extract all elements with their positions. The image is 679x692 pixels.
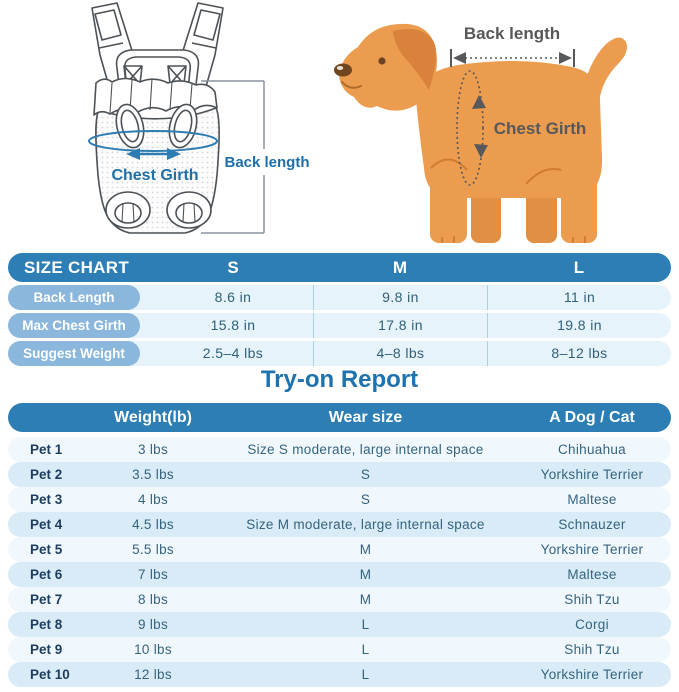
weight-cell: 8 lbs <box>137 592 169 607</box>
weight-cell: 5.5 lbs <box>132 542 174 557</box>
wear-size-cell: L <box>361 642 370 657</box>
arrow-right-icon <box>559 52 572 64</box>
dog-measurements: Back length Chest Girth <box>450 24 587 186</box>
carrier-chest-girth-label: Chest Girth <box>111 167 198 184</box>
pet-label: Pet 10 <box>30 667 70 682</box>
size-chart-row-suggest-weight: Suggest Weight 2.5–4 lbs 4–8 lbs 8–12 lb… <box>8 341 671 366</box>
size-chart-cell: 19.8 in <box>487 313 671 338</box>
size-chart-column-s: S <box>227 257 239 277</box>
table-row-pet-7: Pet 7 8 lbs M Shih Tzu <box>8 587 671 612</box>
size-chart-cell: 11 in <box>487 285 671 310</box>
carrier-back-length-bracket: Back length <box>201 80 310 234</box>
row-label-pill: Suggest Weight <box>8 341 140 366</box>
pet-label: Pet 5 <box>30 542 63 557</box>
wear-size-cell: M <box>359 592 372 607</box>
size-chart-cell: 8.6 in <box>214 289 252 305</box>
weight-cell: 9 lbs <box>137 617 169 632</box>
size-chart-cell: 4–8 lbs <box>313 341 487 366</box>
table-row-pet-5: Pet 5 5.5 lbs M Yorkshire Terrier <box>8 537 671 562</box>
table-row-pet-10: Pet 10 12 lbs L Yorkshire Terrier <box>8 662 671 687</box>
arrow-left-icon <box>126 148 140 160</box>
arrow-down-icon <box>474 144 488 158</box>
dog-back-length-label: Back length <box>464 24 560 43</box>
animal-cell: Maltese <box>567 492 617 507</box>
table-row-pet-6: Pet 6 7 lbs M Maltese <box>8 562 671 587</box>
wear-size-cell: L <box>361 667 370 682</box>
wear-size-cell: L <box>361 617 370 632</box>
wear-size-cell: M <box>359 567 372 582</box>
table-row-pet-3: Pet 3 4 lbs S Maltese <box>8 487 671 512</box>
size-chart-cell: 15.8 in <box>210 317 256 333</box>
size-chart-cell: 9.8 in <box>313 285 487 310</box>
carrier-illustration: Chest Girth Back length <box>88 2 310 234</box>
dog-body <box>339 23 627 243</box>
animal-cell: Chihuahua <box>557 442 626 457</box>
size-chart-column-l: L <box>573 257 585 277</box>
size-chart-cell: 17.8 in <box>313 313 487 338</box>
weight-cell: 4 lbs <box>137 492 169 507</box>
wear-size-cell: S <box>360 492 371 507</box>
table-row-pet-8: Pet 8 9 lbs L Corgi <box>8 612 671 637</box>
dog-eye <box>378 57 386 65</box>
weight-cell: 10 lbs <box>134 642 172 657</box>
animal-cell: Schnauzer <box>558 517 626 532</box>
animal-cell: Yorkshire Terrier <box>540 542 644 557</box>
pet-label: Pet 4 <box>30 517 63 532</box>
size-chart-row-back-length: Back Length 8.6 in 9.8 in 11 in <box>8 285 671 310</box>
dog-chest-girth-label: Chest Girth <box>494 119 587 138</box>
weight-cell: 12 lbs <box>134 667 172 682</box>
size-chart-cell: 2.5–4 lbs <box>202 345 264 361</box>
size-chart-header: SIZE CHART S M L <box>8 253 671 282</box>
pet-label: Pet 7 <box>30 592 63 607</box>
animal-cell: Maltese <box>567 567 617 582</box>
wear-size-cell: Size S moderate, large internal space <box>247 442 484 457</box>
table-row-pet-4: Pet 4 4.5 lbs Size M moderate, large int… <box>8 512 671 537</box>
pet-label: Pet 2 <box>30 467 63 482</box>
tryon-column-wear-size: Wear size <box>328 408 403 426</box>
animal-cell: Corgi <box>575 617 609 632</box>
animal-cell: Shih Tzu <box>564 592 620 607</box>
table-row-pet-9: Pet 9 10 lbs L Shih Tzu <box>8 637 671 662</box>
size-chart-title: SIZE CHART <box>24 257 129 277</box>
wear-size-cell: S <box>360 467 371 482</box>
tryon-table-header: Weight(lb) Wear size A Dog / Cat <box>8 403 671 432</box>
animal-cell: Yorkshire Terrier <box>540 467 644 482</box>
pet-label: Pet 9 <box>30 642 63 657</box>
dog-illustration: Back length Chest Girth <box>334 23 627 243</box>
dog-mouth <box>341 81 362 89</box>
weight-cell: 7 lbs <box>137 567 169 582</box>
pet-label: Pet 6 <box>30 567 63 582</box>
table-row-pet-1: Pet 1 3 lbs Size S moderate, large inter… <box>8 437 671 462</box>
table-row-pet-2: Pet 2 3.5 lbs S Yorkshire Terrier <box>8 462 671 487</box>
carrier-body <box>93 77 220 234</box>
tryon-column-weight: Weight(lb) <box>114 408 192 426</box>
size-chart-row-max-chest-girth: Max Chest Girth 15.8 in 17.8 in 19.8 in <box>8 313 671 338</box>
dog-ear <box>393 29 437 90</box>
dog-nose <box>334 63 352 77</box>
row-label-pill: Back Length <box>8 285 140 310</box>
weight-cell: 3.5 lbs <box>132 467 174 482</box>
pet-label: Pet 1 <box>30 442 63 457</box>
arrow-right-icon <box>167 148 181 160</box>
wear-size-cell: Size M moderate, large internal space <box>246 517 485 532</box>
wear-size-cell: M <box>359 542 372 557</box>
carrier-chest-girth-indicator: Chest Girth <box>88 130 218 184</box>
animal-cell: Yorkshire Terrier <box>540 667 644 682</box>
arrow-up-icon <box>472 95 486 109</box>
pet-label: Pet 8 <box>30 617 63 632</box>
animal-cell: Shih Tzu <box>564 642 620 657</box>
tryon-report-title: Try-on Report <box>260 366 419 393</box>
row-label-pill: Max Chest Girth <box>8 313 140 338</box>
size-chart-column-m: M <box>392 257 408 277</box>
arrow-left-icon <box>453 52 466 64</box>
carrier-back-length-label: Back length <box>224 154 309 171</box>
dog-face-details <box>334 29 586 243</box>
tryon-column-dog-cat: A Dog / Cat <box>549 408 635 426</box>
pet-label: Pet 3 <box>30 492 63 507</box>
size-chart-cell: 8–12 lbs <box>487 341 671 366</box>
weight-cell: 4.5 lbs <box>132 517 174 532</box>
weight-cell: 3 lbs <box>137 442 169 457</box>
